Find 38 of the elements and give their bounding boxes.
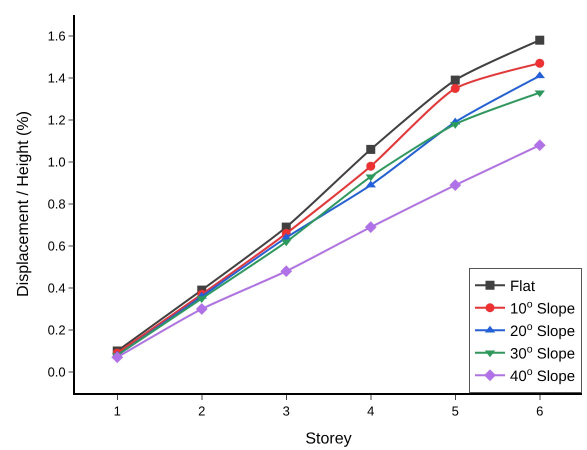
y-tick-label: 0.2	[48, 322, 66, 338]
y-tick-label: 0.4	[48, 280, 66, 296]
y-tick-label: 1.0	[48, 154, 66, 170]
point	[364, 221, 377, 233]
y-tick-label: 1.4	[48, 70, 66, 86]
point	[450, 76, 460, 85]
point	[450, 84, 460, 93]
x-tick-label: 6	[536, 403, 544, 418]
x-tick-label: 1	[114, 403, 121, 418]
x-tick-label: 4	[367, 403, 374, 418]
y-tick-label: 1.2	[48, 112, 66, 128]
y-tick-label: 0.0	[48, 364, 66, 380]
point	[111, 351, 124, 364]
point	[280, 265, 292, 278]
x-tick-label: 5	[452, 403, 459, 418]
point	[535, 36, 544, 45]
y-tick-label: 0.8	[48, 196, 66, 212]
legend-label: 10$^{o}$ Slope	[510, 298, 576, 318]
point	[366, 144, 376, 154]
y-tick-label: 0.6	[48, 238, 66, 254]
x-tick-label: 3	[282, 403, 290, 418]
legend-label: 20$^{o}$ Slope	[510, 320, 576, 340]
legend-label: Flat	[510, 278, 536, 296]
point	[366, 174, 376, 182]
point	[535, 58, 544, 68]
point	[534, 90, 545, 98]
legend-label: 30$^{o}$ Slope	[510, 343, 576, 363]
y-axis-title: Displacement / Height (%)	[14, 111, 32, 297]
point	[534, 139, 546, 152]
x-tick-label: 2	[198, 403, 206, 418]
point	[366, 162, 376, 171]
point	[196, 303, 208, 315]
point	[534, 71, 545, 78]
point	[449, 179, 462, 191]
point	[450, 122, 460, 129]
y-tick-label: 1.6	[48, 28, 66, 44]
legend-label: 40$^{o}$ Slope	[510, 366, 576, 386]
x-axis-title: Storey	[305, 430, 352, 448]
